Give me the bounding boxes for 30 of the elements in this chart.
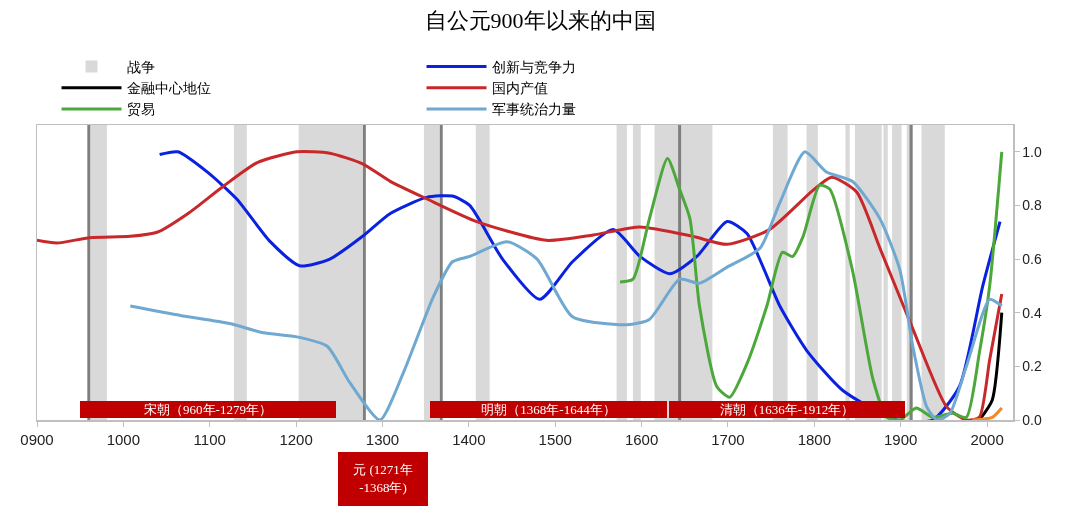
dynasty-label: 元 (1271年 -1368年) xyxy=(338,452,428,506)
x-tick-label: 1100 xyxy=(193,430,226,448)
legend-label: 战争 xyxy=(126,60,155,76)
line-series xyxy=(618,150,1004,420)
legend-label: 金融中心地位 xyxy=(126,81,211,97)
x-tick-label: 0900 xyxy=(20,430,54,448)
legend-label: 贸易 xyxy=(126,102,155,118)
x-tick-label: 2000 xyxy=(970,430,1004,448)
legend-label: 军事统治力量 xyxy=(491,102,576,118)
dynasty-label: 宋朝（960年-1279年） xyxy=(80,401,336,418)
y-tick-label: 0.4 xyxy=(1022,304,1042,321)
y-tick-label: 0.8 xyxy=(1022,197,1042,214)
x-tick-label: 1900 xyxy=(884,430,918,448)
legend-label: 创新与竞争力 xyxy=(491,60,576,76)
x-tick-label: 1000 xyxy=(106,430,141,448)
x-tick-label: 1200 xyxy=(279,430,313,448)
y-tick-label: 0.0 xyxy=(1022,411,1042,428)
dynasty-label: 清朝（1636年-1912年） xyxy=(669,401,905,418)
chart-title: 自公元900年以来的中国 xyxy=(424,8,656,34)
x-tick-label: 1500 xyxy=(538,430,572,448)
y-tick-label: 0.6 xyxy=(1022,250,1042,267)
x-tick-label: 1300 xyxy=(365,430,400,448)
dynasty-label: 明朝（1368年-1644年） xyxy=(430,401,667,418)
x-tick-label: 1600 xyxy=(624,430,659,448)
x-tick-label: 1700 xyxy=(711,430,745,448)
y-tick-label: 0.2 xyxy=(1022,358,1042,375)
legend-label: 国内产值 xyxy=(491,81,548,97)
x-tick-label: 1800 xyxy=(797,430,832,448)
y-tick-label: 1.0 xyxy=(1022,143,1042,160)
x-tick-label: 1400 xyxy=(452,430,486,448)
